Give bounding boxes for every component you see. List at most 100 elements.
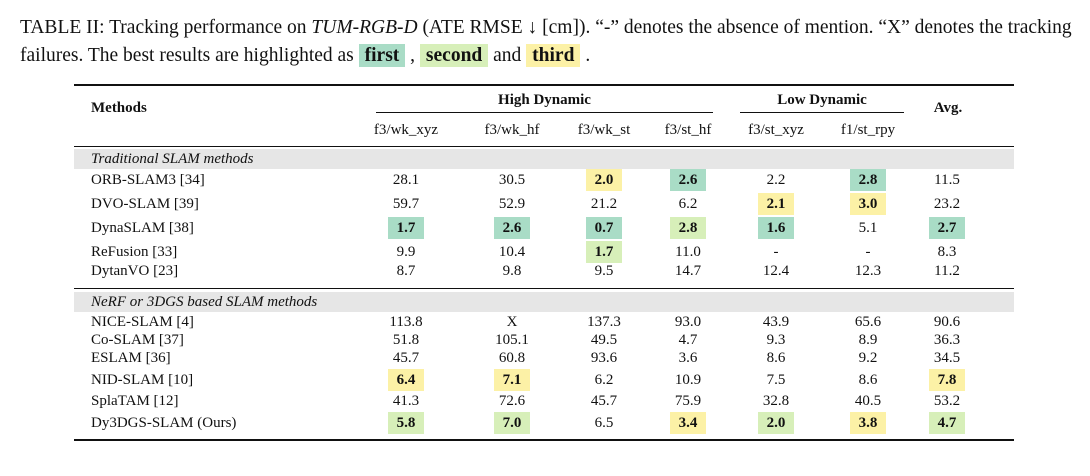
cell-first: 1.6 — [758, 217, 794, 239]
table-cell: 51.8 — [392, 332, 420, 348]
table-cell: 137.3 — [587, 314, 621, 330]
table-cell: 36.3 — [933, 332, 961, 348]
table-cell: 9.5 — [594, 263, 614, 279]
table-cell: 9.9 — [396, 244, 416, 260]
table-cell: 5.1 — [858, 220, 878, 236]
header-high-dynamic: High Dynamic — [498, 92, 591, 108]
header-avg: Avg. — [933, 100, 963, 116]
legend-second: second — [419, 44, 489, 67]
table-cell: 11.5 — [934, 172, 960, 188]
cell-first: 2.7 — [929, 217, 965, 239]
cell-third: 2.1 — [758, 193, 794, 215]
table-cell: 90.6 — [933, 314, 961, 330]
method-name: Co-SLAM [37] — [91, 332, 184, 348]
table-cell: 43.9 — [762, 314, 790, 330]
method-name: ReFusion [33] — [91, 244, 178, 260]
caption-end: . — [580, 45, 591, 66]
table-cell: 11.0 — [675, 244, 701, 260]
table-cell: 93.0 — [674, 314, 702, 330]
cell-second: 1.7 — [586, 241, 622, 263]
cell-third: 3.0 — [850, 193, 886, 215]
section-band-nerf — [74, 292, 1014, 312]
column-header: f1/st_rpy — [840, 122, 896, 138]
column-header: f3/wk_hf — [484, 122, 540, 138]
method-name: ESLAM [36] — [91, 350, 171, 366]
table-cell: 65.6 — [854, 314, 882, 330]
table-caption: TABLE II: Tracking performance on TUM-RG… — [20, 14, 1075, 70]
table-cell: 10.9 — [674, 372, 702, 388]
legend-third: third — [526, 44, 581, 67]
method-name: NICE-SLAM [4] — [91, 314, 194, 330]
table-cell: 105.1 — [495, 332, 529, 348]
caption-mid: (ATE RMSE ↓ [cm]). “-” denotes the absen… — [20, 17, 1072, 66]
section-title: NeRF or 3DGS based SLAM methods — [91, 294, 318, 310]
table-cell: 8.7 — [396, 263, 416, 279]
table-cell: 8.6 — [766, 350, 786, 366]
column-header: f3/wk_xyz — [373, 122, 439, 138]
table-cell: 4.7 — [678, 332, 698, 348]
table-cell: 9.8 — [502, 263, 522, 279]
table-cell: 8.9 — [858, 332, 878, 348]
table-cell: 3.6 — [678, 350, 698, 366]
cell-first: 1.7 — [388, 217, 424, 239]
section-band-traditional — [74, 149, 1014, 169]
table-cell: 23.2 — [933, 196, 961, 212]
cell-third: 2.0 — [586, 169, 622, 191]
table-cell: 9.2 — [858, 350, 878, 366]
cell-second: 4.7 — [929, 412, 965, 434]
table-cell: 30.5 — [498, 172, 526, 188]
column-header: f3/wk_st — [577, 122, 631, 138]
table-cell: 41.3 — [392, 393, 420, 409]
method-name: SplaTAM [12] — [91, 393, 179, 409]
table-cell: 12.4 — [762, 263, 790, 279]
table-cell: 113.8 — [389, 314, 423, 330]
table-cell: 52.9 — [498, 196, 526, 212]
table-cell: 49.5 — [590, 332, 618, 348]
table-cell: 72.6 — [498, 393, 526, 409]
table-cell: 45.7 — [392, 350, 420, 366]
table-cell: 32.8 — [762, 393, 790, 409]
cell-third: 7.1 — [494, 369, 530, 391]
method-name: DytanVO [23] — [91, 263, 179, 279]
table-cell: 11.2 — [934, 263, 960, 279]
table-cell: 75.9 — [674, 393, 702, 409]
table-cell: X — [506, 314, 518, 330]
method-name: ORB-SLAM3 [34] — [91, 172, 205, 188]
column-header: f3/st_hf — [664, 122, 712, 138]
header-low-dynamic: Low Dynamic — [777, 92, 867, 108]
table-cell: 8.6 — [858, 372, 878, 388]
table-cell: 2.2 — [766, 172, 786, 188]
table-cell: 53.2 — [933, 393, 961, 409]
table-cell: 60.8 — [498, 350, 526, 366]
table-cell: 6.5 — [594, 415, 614, 431]
method-name: Dy3DGS-SLAM (Ours) — [91, 415, 237, 431]
low-dynamic-underline — [740, 112, 904, 113]
cell-second: 2.0 — [758, 412, 794, 434]
cell-first: 0.7 — [586, 217, 622, 239]
cell-third: 6.4 — [388, 369, 424, 391]
table-cell: 9.3 — [766, 332, 786, 348]
table-cell: 12.3 — [854, 263, 882, 279]
legend-first: first — [358, 44, 406, 67]
table-cell: 6.2 — [594, 372, 614, 388]
caption-sep: , — [405, 45, 420, 66]
cell-second: 5.8 — [388, 412, 424, 434]
cell-first: 2.6 — [670, 169, 706, 191]
cell-first: 2.8 — [850, 169, 886, 191]
cell-third: 3.8 — [850, 412, 886, 434]
header-rule — [74, 146, 1014, 147]
caption-and: and — [488, 45, 527, 66]
table-cell: 45.7 — [590, 393, 618, 409]
table-cell: 59.7 — [392, 196, 420, 212]
table-cell: 28.1 — [392, 172, 420, 188]
table-cell: 7.5 — [766, 372, 786, 388]
column-header: f3/st_xyz — [748, 122, 804, 138]
table-top-rule — [74, 84, 1014, 86]
table-cell: 40.5 — [854, 393, 882, 409]
section-title: Traditional SLAM methods — [91, 151, 254, 167]
table-cell: 14.7 — [674, 263, 702, 279]
table-cell: 6.2 — [678, 196, 698, 212]
cell-second: 7.0 — [494, 412, 530, 434]
cell-third: 7.8 — [929, 369, 965, 391]
high-dynamic-underline — [376, 112, 713, 113]
